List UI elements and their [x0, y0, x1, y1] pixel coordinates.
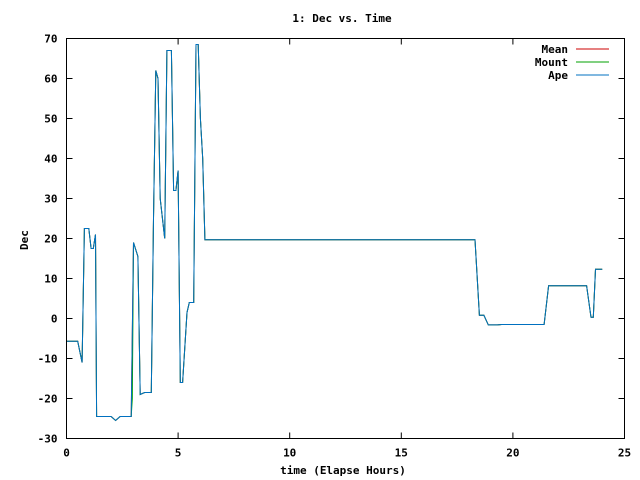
y-tick-label: -20	[38, 393, 58, 406]
y-tick-label: 70	[44, 33, 57, 46]
y-tick-label: 30	[44, 193, 57, 206]
y-tick-label: 20	[44, 233, 57, 246]
legend-label-mean: Mean	[542, 43, 569, 56]
y-tick-label: 50	[44, 113, 57, 126]
series-line-mount	[66, 44, 603, 422]
x-tick-label: 10	[283, 447, 296, 460]
chart-title: 1: Dec vs. Time	[292, 12, 392, 25]
series-line-mean	[66, 44, 603, 422]
y-tick-label: 10	[44, 273, 57, 286]
x-axis-label: time (Elapse Hours)	[280, 464, 406, 477]
y-tick-label: 60	[44, 73, 57, 86]
series-lines	[66, 44, 603, 422]
y-tick-label: 40	[44, 153, 57, 166]
y-tick-label: -10	[38, 353, 58, 366]
legend-label-ape: Ape	[548, 69, 568, 82]
x-tick-label: 15	[395, 447, 408, 460]
plot-frame	[66, 38, 625, 439]
legend-label-mount: Mount	[535, 56, 568, 69]
axis-ticks: 0 5 10 15 20 25 -30 -20 -10 0 10 20 30 40 50 60 70	[38, 33, 632, 460]
x-tick-label: 5	[175, 447, 182, 460]
x-tick-label: 25	[618, 447, 631, 460]
y-axis-label: Dec	[18, 230, 31, 250]
y-tick-label: -30	[38, 433, 58, 446]
y-tick-label: 0	[51, 313, 58, 326]
series-line-ape	[66, 44, 603, 422]
x-tick-label: 0	[63, 447, 70, 460]
x-tick-label: 20	[506, 447, 519, 460]
